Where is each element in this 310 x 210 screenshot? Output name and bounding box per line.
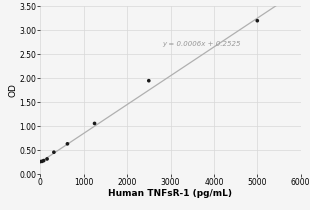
Point [92,122,97,125]
Point [38,160,43,163]
Point [65,142,70,146]
Text: y = 0.0006x + 0.2525: y = 0.0006x + 0.2525 [162,41,240,47]
Point [255,19,260,22]
Y-axis label: OD: OD [9,83,18,97]
Point [45,157,50,161]
Point [39,160,44,163]
Point [51,151,56,154]
X-axis label: Human TNFsR-1 (pg/mL): Human TNFsR-1 (pg/mL) [108,189,232,198]
Point [146,79,151,82]
Point [41,159,46,162]
